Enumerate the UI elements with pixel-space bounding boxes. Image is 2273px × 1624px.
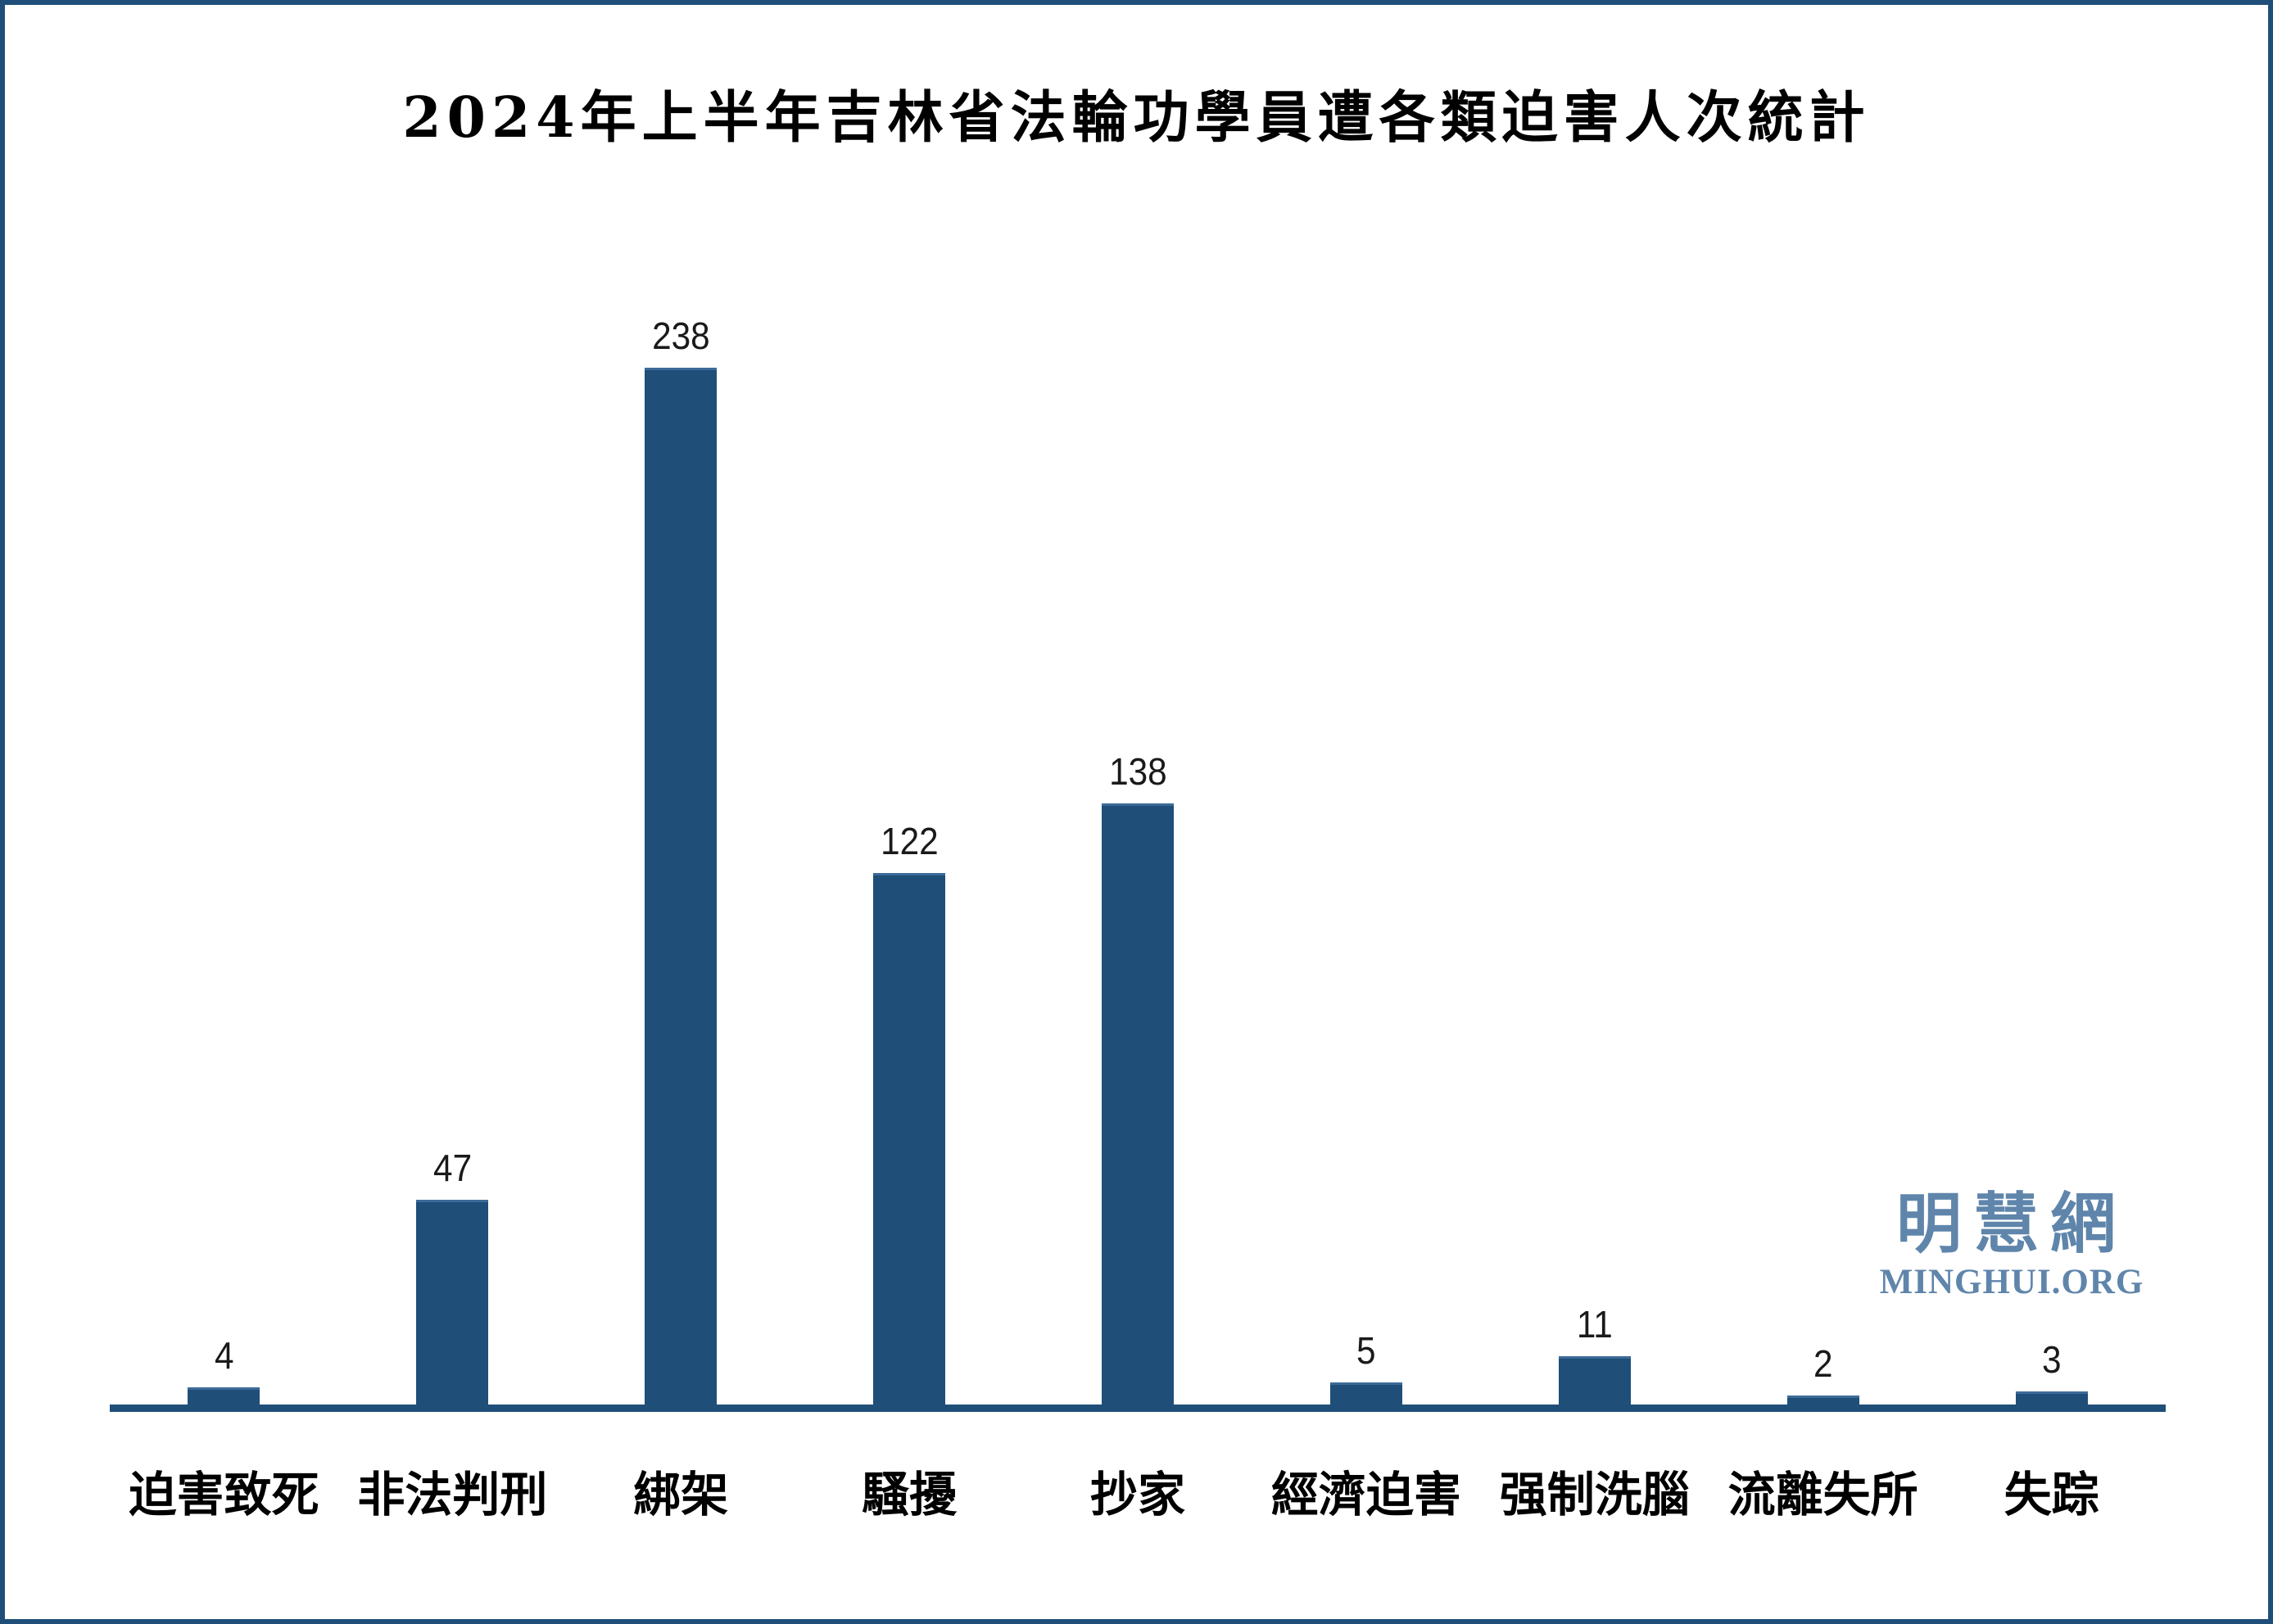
x-axis-line bbox=[110, 1405, 2166, 1412]
x-axis-category-label: 綁架 bbox=[633, 1467, 729, 1522]
bar bbox=[1786, 1396, 1859, 1405]
x-axis-category-label: 抄家 bbox=[1090, 1467, 1186, 1522]
bar-value-label: 122 bbox=[880, 820, 939, 862]
bar-slot: 2 bbox=[1709, 315, 1937, 1405]
bar-value-label: 11 bbox=[1576, 1303, 1613, 1346]
bar bbox=[1329, 1382, 1402, 1405]
bar-slot: 238 bbox=[567, 315, 795, 1405]
bar bbox=[873, 873, 946, 1405]
x-axis-labels-row: 迫害致死 非法判刑 綁架 騷擾 抄家 經濟迫害 强制洗腦 流離失所 失踪 bbox=[110, 1456, 2166, 1525]
bar-slot: 138 bbox=[1024, 315, 1252, 1405]
bar-slot: 4 bbox=[110, 315, 338, 1405]
bar bbox=[645, 368, 718, 1405]
bar-value-label: 2 bbox=[1813, 1342, 1833, 1385]
bar-value-label: 3 bbox=[2041, 1338, 2062, 1381]
plot-area: 4 47 238 122 138 5 11 2 3 bbox=[110, 315, 2166, 1405]
x-axis-category-label: 强制洗腦 bbox=[1499, 1467, 1690, 1522]
bar bbox=[2015, 1391, 2088, 1405]
bar-value-label: 5 bbox=[1356, 1329, 1376, 1372]
x-axis-category-label: 失踪 bbox=[2004, 1467, 2099, 1522]
bar-value-label: 238 bbox=[651, 314, 710, 357]
x-axis-category-label: 經濟迫害 bbox=[1270, 1467, 1461, 1522]
bar-value-label: 4 bbox=[214, 1334, 234, 1377]
x-axis-category-label: 迫害致死 bbox=[129, 1467, 319, 1522]
bar-slot: 3 bbox=[1937, 315, 2166, 1405]
bar-slot: 11 bbox=[1480, 315, 1709, 1405]
bar bbox=[416, 1200, 489, 1405]
bar-value-label: 138 bbox=[1108, 750, 1167, 793]
x-axis-category-label: 騷擾 bbox=[862, 1467, 958, 1522]
bar bbox=[1102, 803, 1174, 1405]
minghui-watermark: 明慧網 MINGHUI.ORG bbox=[1868, 1191, 2155, 1300]
bar-slot: 5 bbox=[1252, 315, 1480, 1405]
bar-slot: 122 bbox=[795, 315, 1024, 1405]
x-axis-category-label: 流離失所 bbox=[1727, 1467, 1918, 1522]
bar-slot: 47 bbox=[338, 315, 567, 1405]
bar bbox=[188, 1387, 260, 1405]
minghui-logo-cjk: 明慧網 bbox=[1896, 1185, 2127, 1262]
bar-value-label: 47 bbox=[432, 1147, 472, 1189]
minghui-logo-latin: MINGHUI.ORG bbox=[1879, 1263, 2144, 1301]
x-axis-category-label: 非法判刑 bbox=[357, 1467, 548, 1522]
chart-title: 2024年上半年吉林省法輪功學員遭各類迫害人次統計 bbox=[402, 85, 1871, 151]
bar bbox=[1558, 1356, 1631, 1405]
